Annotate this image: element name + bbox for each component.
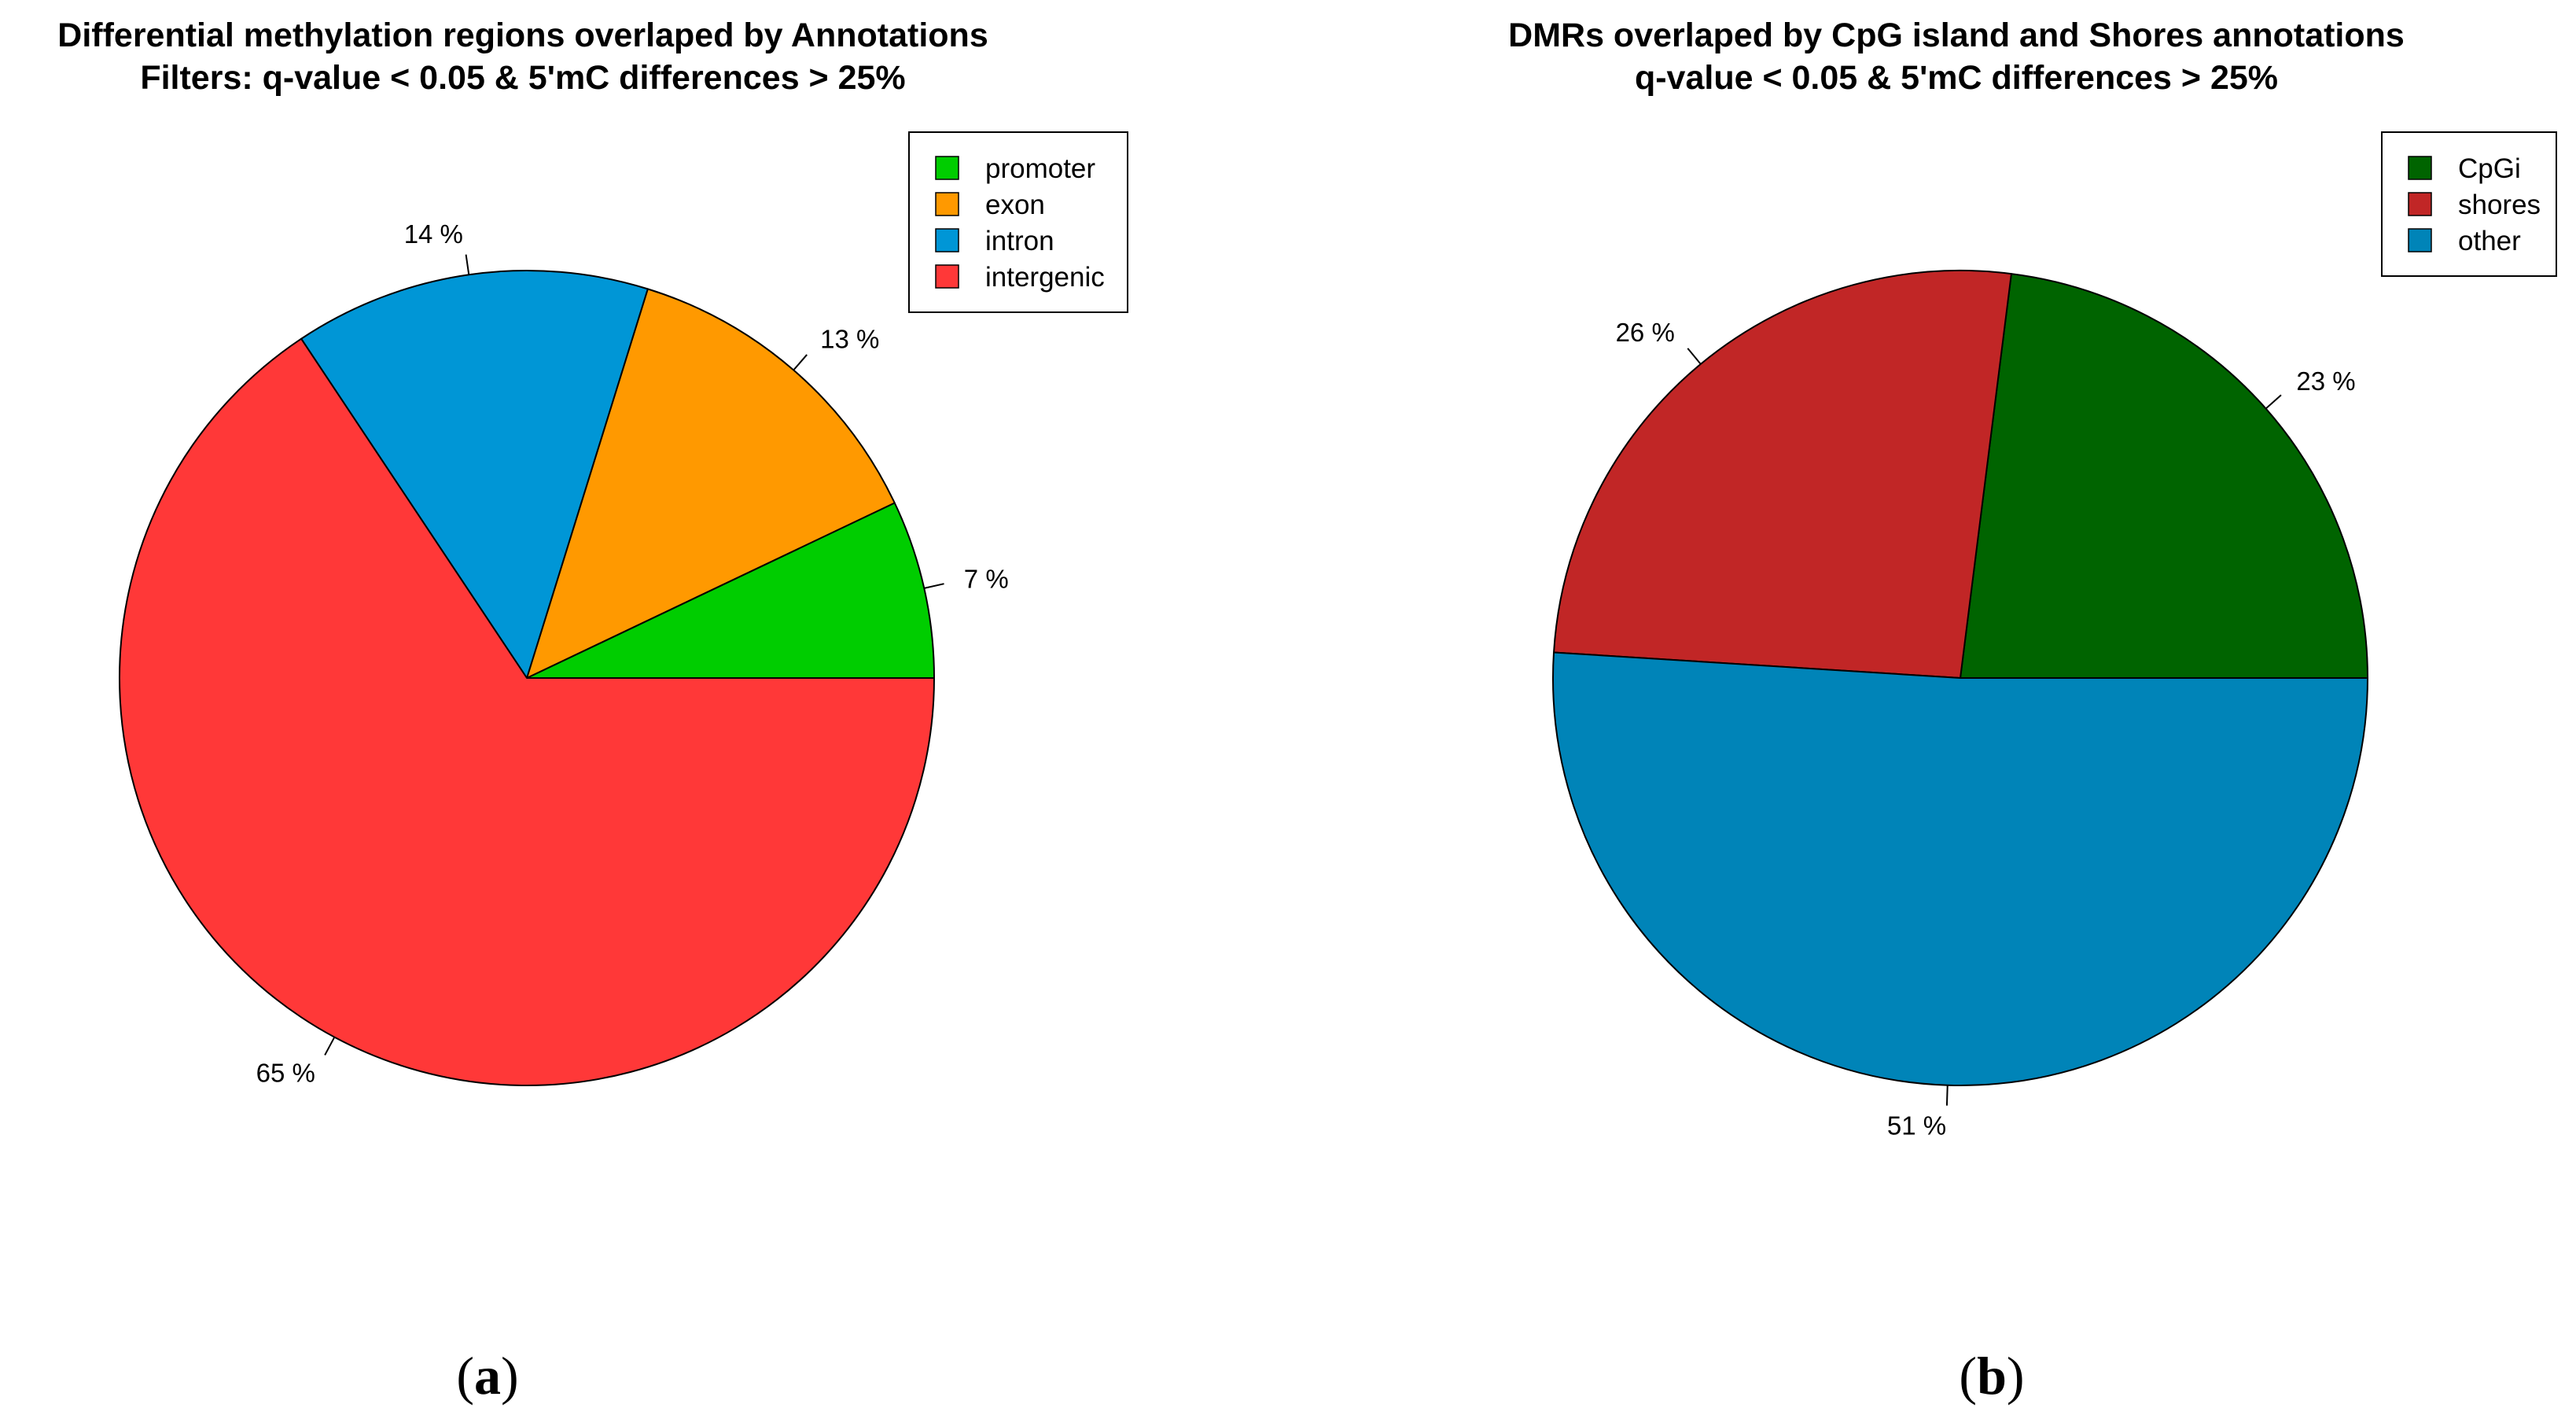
legend-label-other: other (2458, 226, 2521, 256)
chart-b-pct-label-cpgi: 23 % (2296, 367, 2355, 396)
legend-swatch-shores (2408, 192, 2432, 216)
chart-a-pct-label-exon: 13 % (820, 324, 879, 353)
chart-a-subtitle: Filters: q-value < 0.05 & 5'mC differenc… (140, 59, 905, 97)
legend-label-intergenic: intergenic (985, 262, 1105, 293)
chart-b-leader-other (1945, 1085, 1949, 1106)
chart-b-slice-cpgi (1960, 273, 2368, 679)
chart-b-leader-shores (1687, 348, 1702, 365)
legend-swatch-intron (935, 228, 959, 252)
legend-swatch-other (2408, 228, 2432, 252)
chart-b-title: DMRs overlaped by CpG island and Shores … (1508, 17, 2405, 54)
chart-a-leader-intergenic (324, 1037, 336, 1056)
legend-label-cpgi: CpGi (2458, 153, 2521, 184)
chart-b-slice-other (1552, 651, 2368, 1086)
chart-a-pct-label-promoter: 7 % (964, 564, 1009, 593)
chart-a-leader-promoter (924, 583, 944, 589)
chart-b-slice-shores (1553, 270, 2012, 679)
chart-b-pct-label-shores: 26 % (1616, 318, 1675, 347)
chart-a-slice-intergenic (119, 337, 935, 1087)
legend-swatch-intergenic (935, 264, 959, 289)
legend-swatch-cpgi (2408, 156, 2432, 180)
chart-b-slice-labels: 23 % 26 % 51 % (1616, 318, 2356, 1140)
chart-b-legend: CpGi shores other (2381, 131, 2557, 277)
chart-a-slice-labels: 7 % 13 % 14 % 65 % (256, 219, 1009, 1087)
panel-label-a-open: ( (456, 1346, 474, 1406)
chart-a-slice-promoter (526, 502, 935, 679)
chart-a-legend: promoter exon intron intergenic (908, 131, 1128, 313)
legend-label-exon: exon (985, 190, 1045, 220)
panel-label-b-letter: b (1977, 1346, 2007, 1406)
chart-a-leader-intron (465, 254, 470, 275)
legend-swatch-exon (935, 192, 959, 216)
chart-a-slices (119, 270, 935, 1087)
panel-label-a: (a) (456, 1346, 518, 1406)
legend-label-promoter: promoter (985, 153, 1095, 184)
panel-label-b-open: ( (1959, 1346, 1977, 1406)
chart-a-title: Differential methylation regions overlap… (57, 17, 988, 54)
legend-swatch-promoter (935, 156, 959, 180)
chart-panel-b: DMRs overlaped by CpG island and Shores … (1508, 17, 2557, 1406)
legend-label-shores: shores (2458, 190, 2541, 220)
chart-a-slice-exon (526, 288, 896, 679)
panel-label-b-close: ) (2007, 1346, 2025, 1406)
chart-a-pct-label-intergenic: 65 % (256, 1058, 315, 1087)
chart-panel-a: Differential methylation regions overlap… (57, 17, 1128, 1406)
chart-b-leader-cpgi (2265, 394, 2282, 410)
panel-label-a-close: ) (501, 1346, 519, 1406)
chart-b-subtitle: q-value < 0.05 & 5'mC differences > 25% (1635, 59, 2278, 97)
chart-a-slice-intron (300, 270, 649, 679)
chart-a-leader-exon (793, 354, 808, 371)
panel-label-b: (b) (1959, 1346, 2024, 1406)
chart-b-slices (1552, 270, 2368, 1086)
chart-a-pct-label-intron: 14 % (404, 219, 463, 249)
chart-b-pct-label-other: 51 % (1887, 1111, 1946, 1140)
legend-label-intron: intron (985, 226, 1054, 256)
panel-label-a-letter: a (474, 1346, 501, 1406)
